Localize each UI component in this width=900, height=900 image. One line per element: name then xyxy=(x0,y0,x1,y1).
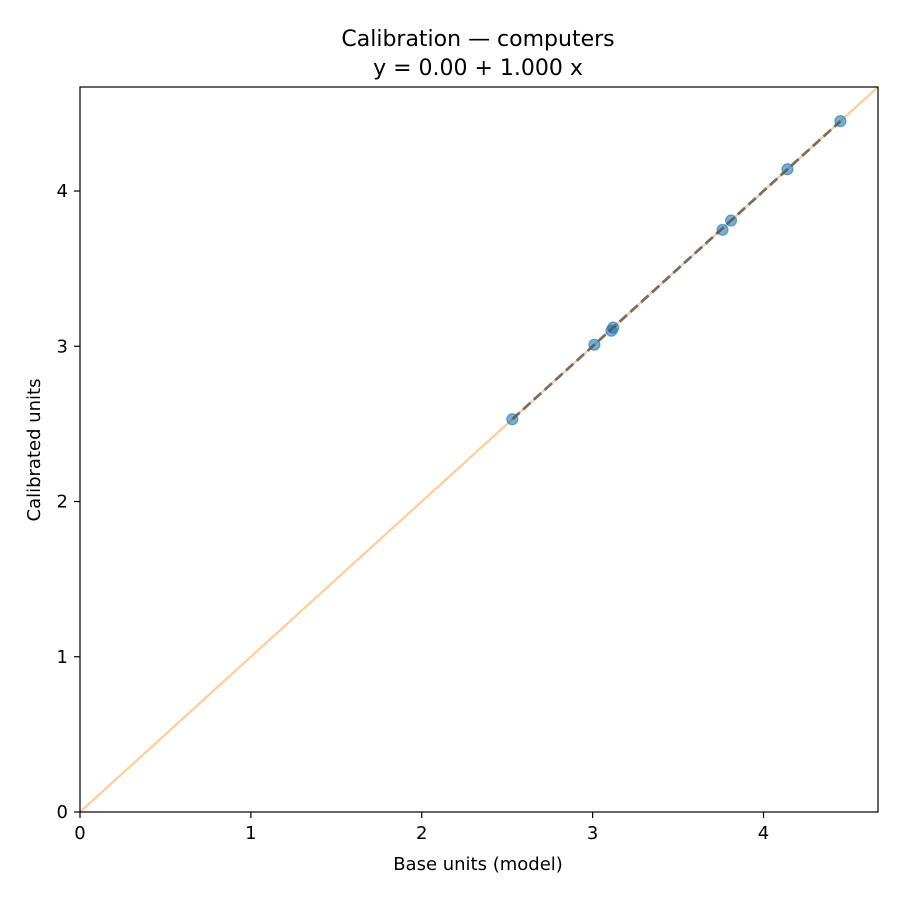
y-tick-label: 0 xyxy=(57,802,68,823)
x-axis-label: Base units (model) xyxy=(393,854,563,875)
y-tick-label: 2 xyxy=(57,492,68,513)
axis-ticks: 0 1 2 3 4 0 1 2 3 4 xyxy=(57,181,770,844)
x-tick-label: 2 xyxy=(416,823,427,844)
fit-line xyxy=(511,120,842,421)
identity-line xyxy=(80,87,878,812)
plot-area xyxy=(79,86,879,813)
y-tick-label: 4 xyxy=(57,181,68,202)
x-tick-label: 0 xyxy=(74,823,85,844)
data-layer xyxy=(80,87,878,812)
y-tick-label: 1 xyxy=(57,647,68,668)
y-axis-label: Calibrated units xyxy=(24,379,45,522)
y-tick-label: 3 xyxy=(57,336,68,357)
x-tick-label: 1 xyxy=(245,823,256,844)
chart-subtitle: y = 0.00 + 1.000 x xyxy=(373,56,583,81)
x-tick-label: 3 xyxy=(587,823,598,844)
x-tick-label: 4 xyxy=(758,823,769,844)
chart-title: Calibration — computers xyxy=(341,27,614,52)
plot-frame xyxy=(79,86,879,813)
